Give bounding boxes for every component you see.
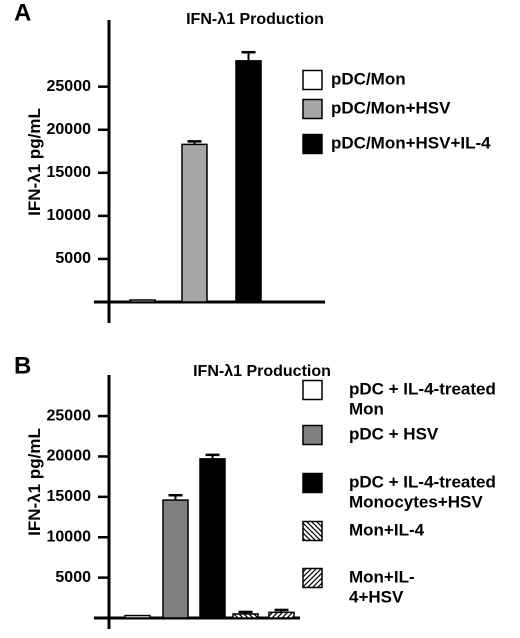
legend-swatch-4 xyxy=(302,520,323,542)
legend-label-3: pDC + IL-4-treated xyxy=(349,472,496,491)
y-tick-label: 5000 xyxy=(55,250,91,267)
y-tick-label: 20000 xyxy=(47,121,92,138)
legend-swatch-3 xyxy=(302,133,323,155)
bar-2 xyxy=(162,499,189,619)
bar-1 xyxy=(129,299,156,303)
bar-4 xyxy=(232,613,259,619)
panel-a: A IFN-λ1 Production IFN-λ1 pg/mL 5000 10000 1… xyxy=(14,0,491,323)
y-tick-label: 25000 xyxy=(47,407,92,424)
legend-label-1: pDC + IL-4-treated xyxy=(349,379,496,398)
y-axis-label: IFN-λ1 pg/mL xyxy=(25,108,44,216)
legend-swatch-2 xyxy=(302,98,323,120)
y-tick-label: 15000 xyxy=(47,164,92,181)
legend-label-2: pDC/Mon+HSV xyxy=(331,98,451,117)
y-tick-label: 25000 xyxy=(47,78,92,95)
panel-label: A xyxy=(14,0,31,26)
legend-swatch-1 xyxy=(302,379,323,401)
legend-label-2: pDC + HSV xyxy=(349,424,439,443)
legend-swatch-1 xyxy=(302,69,323,91)
bar-5 xyxy=(268,611,295,619)
panel-b: B IFN-λ1 Production IFN-λ1 pg/mL 5000 10000 1… xyxy=(14,352,496,629)
legend-label-4: Mon+IL-4 xyxy=(349,520,425,539)
bar-2 xyxy=(181,143,208,303)
bar-1 xyxy=(124,614,151,619)
legend-label-1: pDC/Mon xyxy=(331,69,406,88)
legend-swatch-3 xyxy=(302,472,323,494)
y-tick-label: 10000 xyxy=(47,528,92,545)
legend-label-1: Mon xyxy=(349,399,384,418)
y-tick-label: 10000 xyxy=(47,207,92,224)
chart-title: IFN-λ1 Production xyxy=(186,11,324,28)
legend-label-5: 4+HSV xyxy=(349,587,404,606)
legend-swatch-2 xyxy=(302,424,323,446)
legend-swatch-5 xyxy=(302,567,323,589)
y-tick-label: 5000 xyxy=(55,569,91,586)
legend-label-5: Mon+IL- xyxy=(349,567,415,586)
bar-3 xyxy=(235,60,262,303)
y-tick-label: 20000 xyxy=(47,448,92,465)
bar-3 xyxy=(199,458,226,619)
y-axis-label: IFN-λ1 pg/mL xyxy=(25,428,44,536)
chart-title: IFN-λ1 Production xyxy=(193,363,331,380)
legend-label-3: Monocytes+HSV xyxy=(349,492,483,511)
panel-label: B xyxy=(14,352,31,379)
legend-label-3: pDC/Mon+HSV+IL-4 xyxy=(331,133,491,152)
y-tick-label: 15000 xyxy=(47,488,92,505)
